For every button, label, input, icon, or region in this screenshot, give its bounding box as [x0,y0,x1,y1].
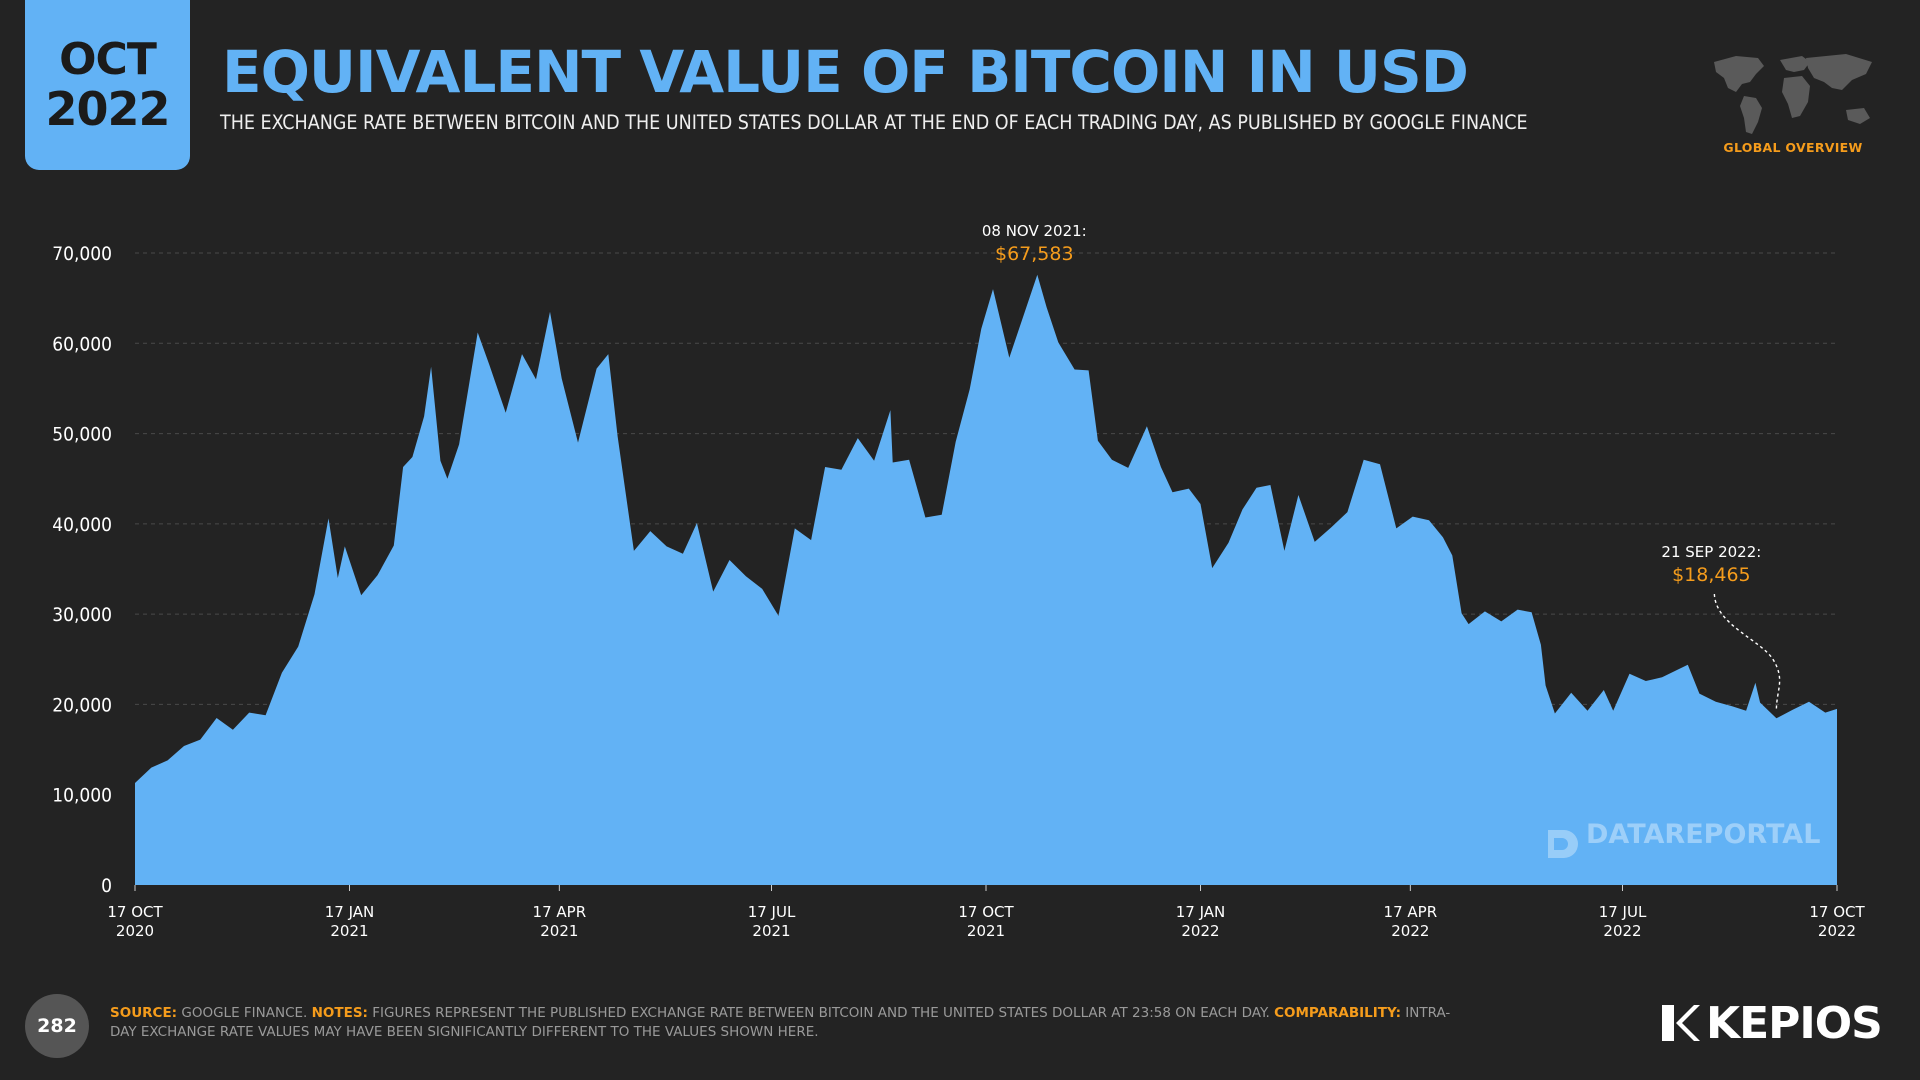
x-tick-year: 2022 [1603,922,1641,940]
x-tick-label: 17 JUL [748,903,796,921]
page-subtitle: THE EXCHANGE RATE BETWEEN BITCOIN AND TH… [220,111,1528,134]
annotation-leader-line [1713,593,1781,711]
source-key: SOURCE: [110,1005,178,1021]
y-tick-label: 0 [101,875,112,897]
watermark-text: DATAREPORTAL [1586,819,1820,850]
kepios-logo: KEPIOS [1660,997,1883,1049]
x-tick-year: 2022 [1818,922,1856,940]
x-tick-year: 2021 [540,922,578,940]
world-map-icon [1714,54,1872,134]
badge-year: 2022 [45,82,170,136]
y-tick-label: 50,000 [52,424,112,446]
y-tick-label: 30,000 [52,604,112,626]
x-tick-label: 17 JAN [1176,903,1226,921]
datareportal-icon [1548,830,1578,858]
y-tick-label: 60,000 [52,333,112,355]
chart-annotations: 08 NOV 2021: $67,583 21 SEP 2022: $18,465 [982,222,1781,711]
x-tick-year: 2021 [967,922,1005,940]
footer-notes: SOURCE: GOOGLE FINANCE. NOTES: FIGURES R… [110,1004,1460,1042]
comparability-text: INTRA-DAY EXCHANGE RATE VALUES MAY HAVE … [110,1005,1451,1040]
source-text: GOOGLE FINANCE. [177,1005,312,1021]
badge-month: OCT [59,34,157,85]
x-tick-label: 17 JUL [1599,903,1647,921]
series-area [135,274,1837,885]
comparability-key: COMPARABILITY: [1274,1005,1402,1021]
x-tick-year: 2020 [116,922,154,940]
peak-annotation-label: 08 NOV 2021: [982,222,1087,240]
datareportal-watermark: DATAREPORTAL [1548,819,1820,858]
x-tick-label: 17 OCT [107,903,163,921]
peak-annotation-value: $67,583 [995,243,1074,265]
page-number: 282 [25,994,89,1058]
x-tick-label: 17 APR [1384,903,1438,921]
y-axis-ticks: 0 10,000 20,000 30,000 40,000 50,000 60,000 70,… [52,243,112,897]
y-tick-label: 10,000 [52,785,112,807]
latest-annotation-label: 21 SEP 2022: [1661,543,1761,561]
y-tick-label: 70,000 [52,243,112,265]
x-tick-year: 2021 [330,922,368,940]
y-tick-label: 40,000 [52,514,112,536]
x-tick-year: 2022 [1391,922,1429,940]
date-badge: OCT 2022 [25,0,190,170]
x-tick-year: 2021 [752,922,790,940]
x-tick-label: 17 JAN [325,903,375,921]
x-tick-label: 17 OCT [1809,903,1865,921]
x-tick-label: 17 APR [533,903,587,921]
y-tick-label: 20,000 [52,694,112,716]
globe-label: GLOBAL OVERVIEW [1723,140,1863,155]
latest-annotation-value: $18,465 [1672,564,1751,586]
x-tick-year: 2022 [1181,922,1219,940]
x-tick-label: 17 OCT [958,903,1014,921]
page-title: EQUIVALENT VALUE OF BITCOIN IN USD [222,38,1469,106]
notes-text: FIGURES REPRESENT THE PUBLISHED EXCHANGE… [367,1005,1275,1021]
chart-area-layer [135,274,1837,885]
notes-key: NOTES: [311,1005,368,1021]
kepios-logo-icon [1662,1005,1700,1041]
kepios-brand: KEPIOS [1706,997,1883,1049]
